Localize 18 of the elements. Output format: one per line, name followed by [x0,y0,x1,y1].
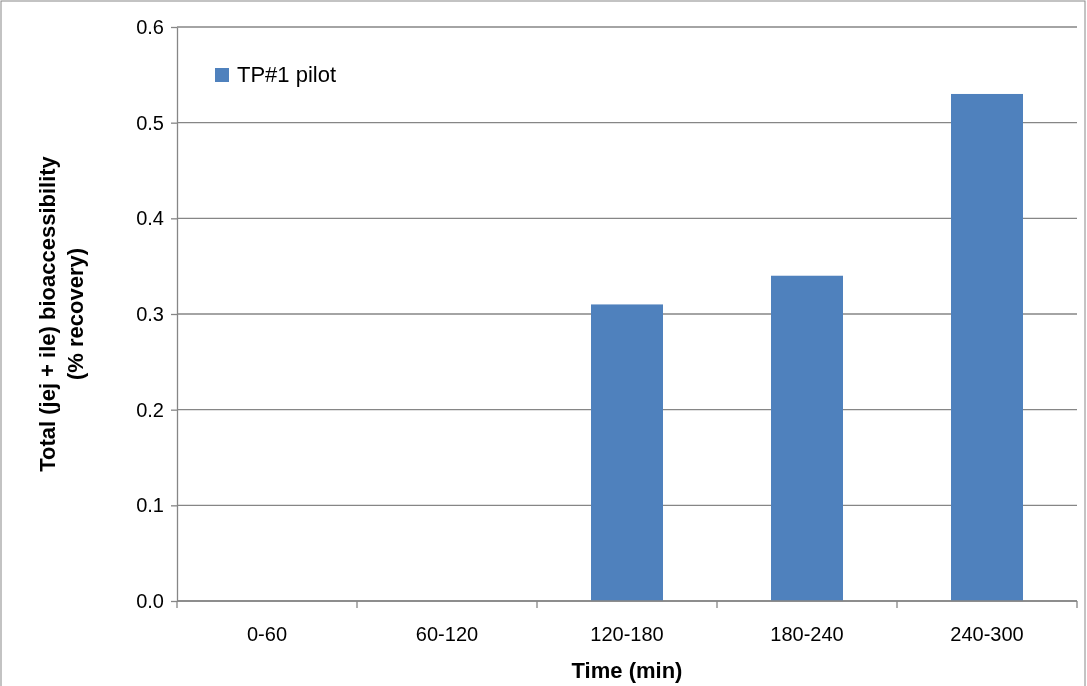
x-axis-title: Time (min) [571,658,683,683]
y-tick-label: 0.2 [136,398,164,421]
bar [951,93,1023,601]
x-tick-label: 180-240 [770,623,844,645]
x-tick-label: 60-120 [415,623,479,645]
y-tick-label: 0.4 [136,207,164,230]
x-tick-label: 0-60 [246,623,288,645]
y-tick-label: 0.5 [136,111,164,134]
x-tick-label: 240-300 [950,623,1024,645]
x-tick-label: 120-180 [590,623,664,645]
y-tick-label: 0.0 [136,589,164,612]
y-tick-label: 0.6 [136,15,164,38]
y-axis-title: Total (jej + ile) bioaccessibility (% recovery) [35,155,88,472]
y-tick-label: 0.3 [136,302,164,325]
bar [591,304,663,601]
legend-label: TP#1 pilot [237,62,337,87]
bar [771,275,843,601]
y-tick-label: 0.1 [136,494,164,517]
